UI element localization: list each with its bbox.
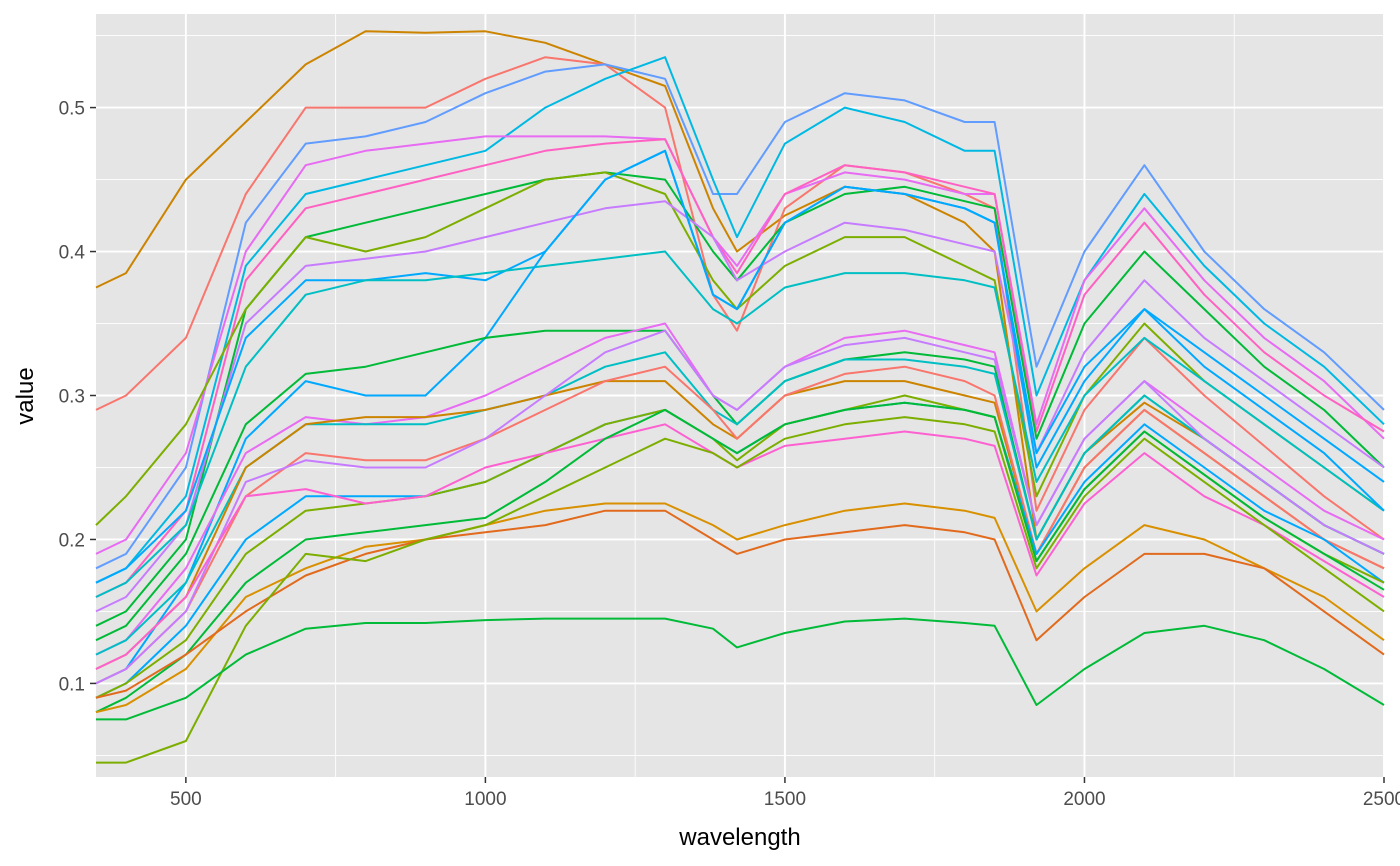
series-line-25 [96, 416, 1385, 764]
x-tick-label: 500 [170, 789, 202, 810]
x-tick-label: 1500 [764, 789, 806, 810]
x-tick-label: 2000 [1063, 789, 1105, 810]
y-tick-label: 0.2 [59, 530, 85, 551]
series-line-23 [95, 502, 1385, 714]
y-axis-title: value [12, 367, 39, 424]
y-tick-label: 0.4 [59, 243, 86, 264]
series-line-22 [95, 401, 1385, 714]
series-line-1 [95, 30, 1385, 555]
series-line-11 [95, 250, 1385, 598]
series-line-18 [95, 329, 1385, 685]
x-axis: 500 1000 1500 2000 2500 [170, 777, 1400, 810]
series-line-17 [95, 365, 1385, 685]
series-line-24 [95, 509, 1385, 699]
y-tick-label: 0.1 [59, 674, 85, 695]
series-layer [95, 30, 1385, 764]
series-line-26 [96, 617, 1385, 721]
series-line-6 [95, 138, 1385, 598]
x-axis-title: wavelength [678, 824, 800, 851]
series-line-4 [95, 56, 1385, 584]
series-line-3 [95, 63, 1385, 570]
series-line-5 [95, 135, 1385, 555]
y-tick-label: 0.5 [59, 99, 85, 120]
y-tick-label: 0.3 [59, 387, 85, 408]
y-axis: 0.1 0.2 0.3 0.4 0.5 [59, 99, 96, 695]
series-line-12 [95, 149, 1385, 685]
x-tick-label: 2500 [1363, 789, 1400, 810]
x-tick-label: 1000 [464, 789, 506, 810]
series-line-9 [95, 200, 1385, 613]
